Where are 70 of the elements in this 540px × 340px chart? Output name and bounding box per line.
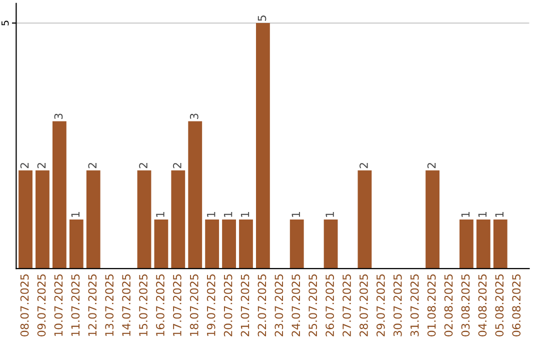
x-tick-label: 05.08.2025: [495, 274, 504, 336]
x-tick-label: 13.07.2025: [105, 274, 114, 336]
data-label: 1: [156, 212, 164, 217]
bar: [256, 23, 270, 269]
x-tick-label: 22.07.2025: [258, 274, 266, 336]
x-tick-label: 02.08.2025: [444, 274, 453, 336]
x-tick-label: 14.07.2025: [122, 274, 131, 336]
data-label: 2: [37, 163, 46, 168]
bar: [205, 219, 220, 269]
x-tick-label: 08.07.2025: [20, 274, 29, 336]
x-tick-label: 01.08.2025: [427, 274, 436, 336]
x-tick-label: 18.07.2025: [190, 274, 198, 336]
x-tick-label: 09.07.2025: [37, 274, 46, 336]
bar: [86, 170, 100, 269]
bar: [358, 170, 372, 269]
data-label: 1: [461, 212, 470, 217]
x-tick-label: 20.07.2025: [224, 274, 232, 336]
bar: [171, 170, 186, 269]
bar: [324, 219, 338, 269]
data-label: 1: [292, 212, 300, 217]
data-label: 2: [88, 163, 96, 168]
bar: [69, 219, 84, 269]
data-label: 1: [207, 212, 216, 217]
x-tick-label: 28.07.2025: [360, 274, 368, 336]
data-label: 5: [258, 16, 266, 21]
x-tick-label: 19.07.2025: [206, 274, 216, 336]
data-label: 1: [224, 212, 232, 217]
x-tick-label: 11.07.2025: [71, 274, 80, 336]
x-tick-label: 25.07.2025: [308, 274, 318, 336]
bar: [52, 121, 66, 269]
bar: [154, 219, 168, 269]
x-tick-label: 17.07.2025: [172, 274, 182, 336]
data-label: 3: [54, 114, 63, 120]
data-label: 1: [495, 212, 504, 217]
x-tick-label: 12.07.2025: [88, 274, 97, 336]
x-tick-label: 27.07.2025: [342, 274, 351, 336]
bar: [493, 219, 508, 269]
x-tick-label: 06.08.2025: [512, 274, 521, 336]
bar: [36, 170, 50, 269]
bar: [18, 170, 32, 269]
data-label: 3: [190, 114, 198, 120]
x-tick-label: 03.08.2025: [461, 274, 470, 336]
data-label: 1: [478, 212, 486, 217]
bar: [239, 219, 253, 269]
data-label: 1: [326, 212, 334, 217]
data-label: 2: [427, 163, 436, 168]
x-tick-label: 30.07.2025: [393, 274, 402, 336]
data-label: 2: [139, 163, 148, 168]
bar: [460, 219, 474, 269]
data-label: 2: [20, 163, 29, 168]
x-tick-label: 26.07.2025: [326, 274, 334, 336]
bar: [476, 219, 490, 269]
bar: [222, 219, 236, 269]
x-tick-label: 21.07.2025: [240, 274, 250, 336]
x-tick-label: 04.08.2025: [478, 274, 487, 336]
x-tick-label: 15.07.2025: [139, 274, 148, 336]
x-tick-label: 10.07.2025: [54, 274, 63, 336]
data-label: 2: [172, 163, 182, 168]
x-tick-label: 23.07.2025: [274, 274, 284, 336]
bar: [290, 219, 304, 269]
bar: [137, 170, 152, 269]
x-tick-label: 31.07.2025: [410, 274, 419, 336]
bar: [188, 121, 202, 269]
data-label: 1: [71, 212, 80, 217]
x-tick-label: 16.07.2025: [156, 274, 164, 336]
data-label: 1: [240, 212, 250, 217]
data-label: 2: [360, 163, 368, 168]
x-tick-label: 24.07.2025: [292, 274, 300, 336]
bar: [426, 170, 440, 269]
x-tick-label: 29.07.2025: [376, 274, 385, 336]
